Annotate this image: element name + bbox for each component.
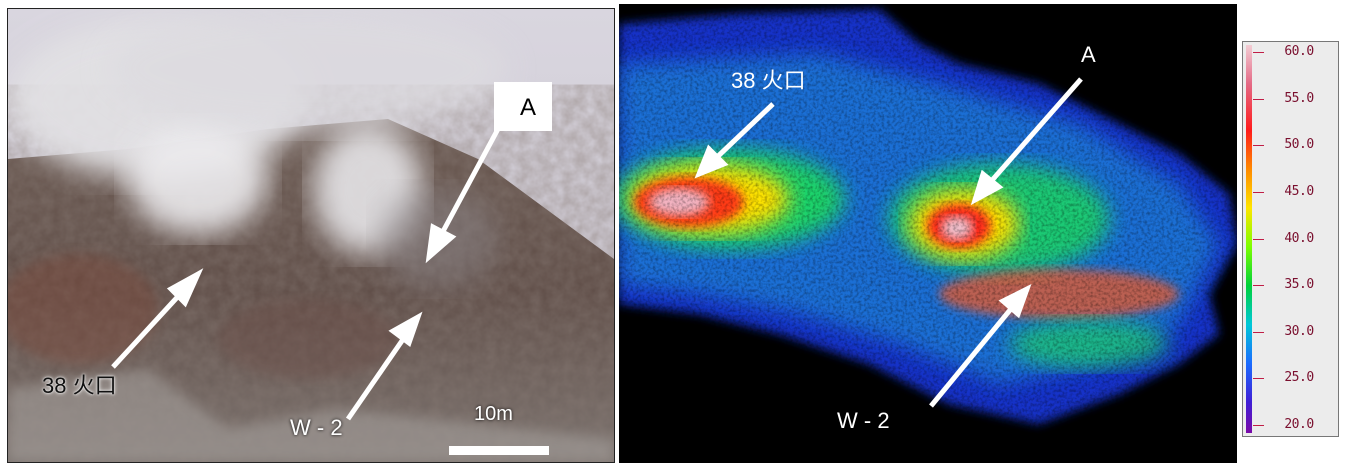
colorbar-tick-label: 25.0 xyxy=(1284,370,1314,386)
colorbar-tick-label: 60.0 xyxy=(1284,44,1314,59)
colorbar-tick-label: 35.0 xyxy=(1284,277,1314,293)
colorbar-tick-label: 20.0 xyxy=(1284,417,1314,432)
scale-bar xyxy=(449,446,549,455)
thermal-heatmap xyxy=(619,4,1237,463)
thermal-arrows xyxy=(694,77,1083,408)
colorbar-tick-label: 45.0 xyxy=(1284,183,1314,199)
colorbar-gradient xyxy=(1246,45,1252,433)
colorbar-tick xyxy=(1253,191,1264,193)
colorbar-tick-label: 50.0 xyxy=(1284,137,1314,153)
photo-label-w2: W - 2 xyxy=(290,415,343,440)
thermal-image: 38 火口 A W - 2 xyxy=(619,4,1237,463)
photo-arrows xyxy=(111,127,501,421)
temperature-colorbar: 60.0 55.0 50.0 45.0 40.0 35.0 30.0 25.0 20.0 xyxy=(1242,41,1339,437)
colorbar-tick xyxy=(1253,238,1264,240)
colorbar-tick xyxy=(1253,425,1264,426)
colorbar-tick-label: 40.0 xyxy=(1284,230,1314,246)
photo-label-a: A xyxy=(494,82,552,131)
colorbar-tick xyxy=(1253,98,1264,100)
colorbar-tick-label: 30.0 xyxy=(1284,323,1314,339)
thermal-label-w2: W - 2 xyxy=(837,408,890,433)
thermal-label-a: A xyxy=(1081,42,1096,67)
thermal-label-crater: 38 火口 xyxy=(731,68,806,93)
colorbar-tick xyxy=(1253,52,1264,53)
visible-photo: 38 火口 A W - 2 10m xyxy=(7,8,615,463)
colorbar-tick xyxy=(1253,331,1264,333)
colorbar-tick xyxy=(1253,378,1264,380)
colorbar-tick xyxy=(1253,285,1264,287)
colorbar-tick-label: 55.0 xyxy=(1284,90,1314,106)
photo-label-crater: 38 火口 xyxy=(42,373,117,398)
scale-label: 10m xyxy=(474,403,513,425)
colorbar-tick xyxy=(1253,145,1264,147)
